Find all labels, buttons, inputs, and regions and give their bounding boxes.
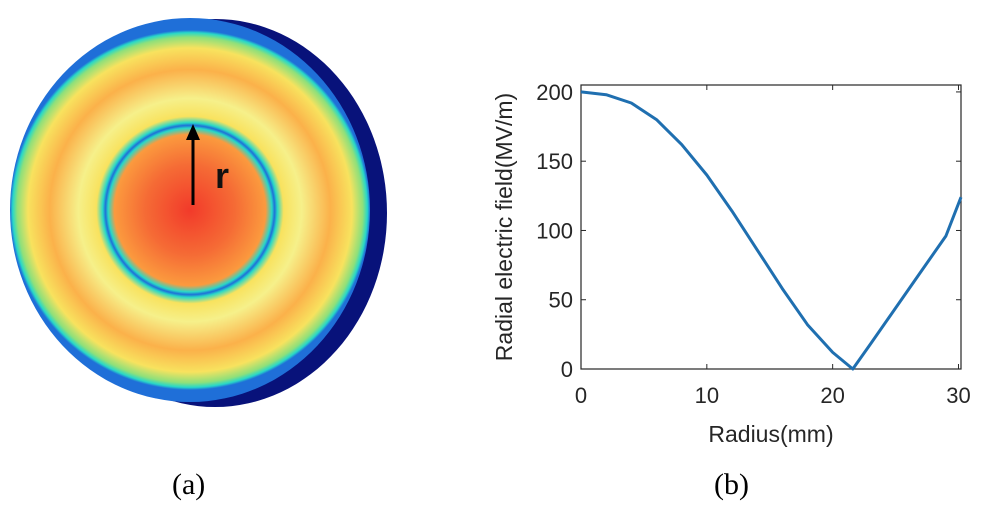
y-tick-label: 50	[549, 288, 573, 313]
x-tick-label: 10	[695, 383, 719, 408]
x-tick-label: 0	[575, 383, 587, 408]
series	[580, 90, 963, 371]
y-tick-label: 200	[536, 80, 573, 105]
radius-arrowhead	[186, 124, 200, 140]
panel-b-caption: (b)	[714, 468, 749, 501]
axes	[580, 84, 962, 370]
disk-face	[10, 18, 370, 402]
y-axis-label: Radial electric field(MV/m)	[491, 93, 517, 361]
radius-label: r	[215, 155, 229, 196]
y-tick-label: 100	[536, 218, 573, 243]
plot-frame	[580, 84, 962, 370]
series-line	[580, 90, 963, 371]
y-tick-label: 0	[561, 357, 573, 382]
tick-labels: 0 10 20 30 0 50 100 150 200	[536, 80, 970, 408]
x-tick-label: 30	[946, 383, 970, 408]
x-tick-label: 20	[820, 383, 844, 408]
panel-a-caption: (a)	[172, 468, 206, 501]
x-axis-label: Radius(mm)	[708, 421, 833, 447]
field-map-disk: r	[10, 18, 387, 407]
y-tick-label: 150	[536, 149, 573, 174]
